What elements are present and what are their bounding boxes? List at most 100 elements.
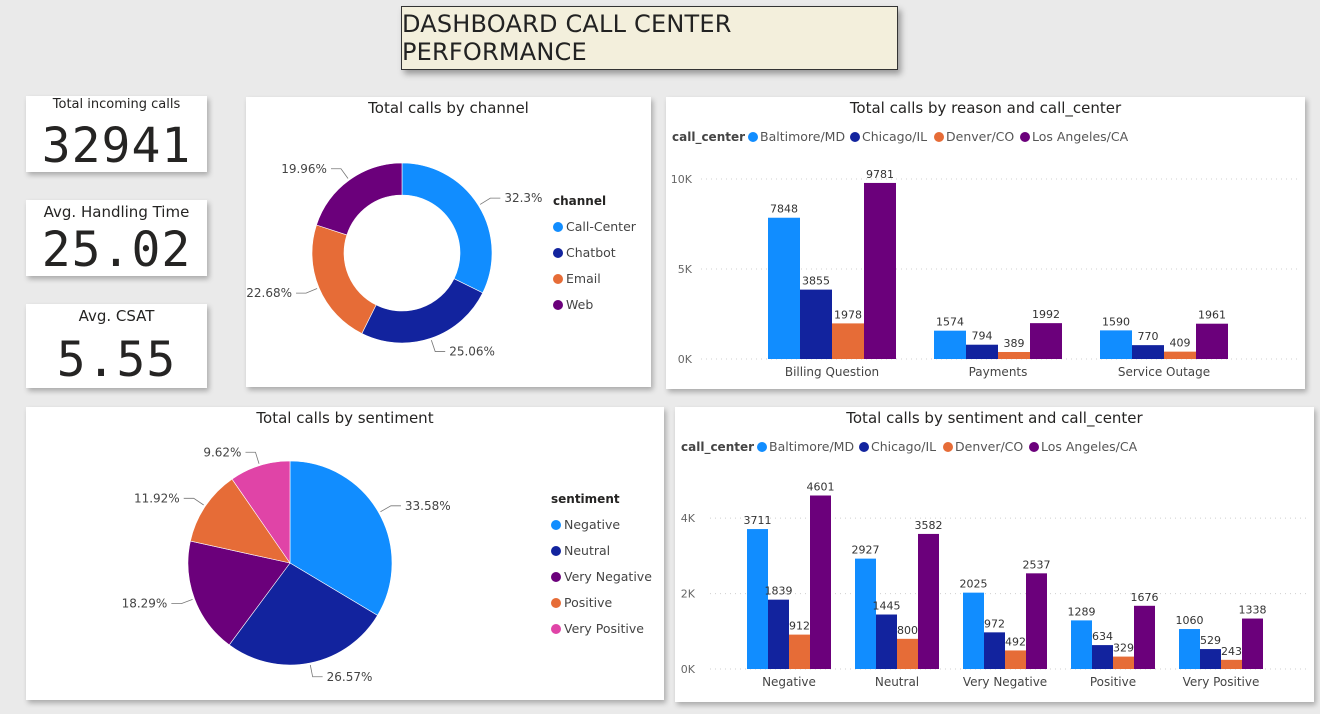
legend-marker <box>1020 132 1030 142</box>
legend-item: Call-Center <box>566 219 637 234</box>
legend-marker <box>748 132 758 142</box>
legend-item: Chatbot <box>566 245 616 260</box>
leader-line <box>296 288 318 294</box>
bar <box>876 614 897 669</box>
kpi-card-total-calls[interactable]: Total incoming calls 32941 <box>26 96 207 174</box>
kpi-card-csat[interactable]: Avg. CSAT 5.55 <box>26 304 207 388</box>
bar <box>768 217 800 359</box>
legend-marker <box>553 300 563 310</box>
bar <box>1100 330 1132 359</box>
bar <box>855 558 876 669</box>
data-label: 3855 <box>802 275 830 288</box>
bar <box>998 351 1030 359</box>
legend-item: Very Positive <box>564 621 644 636</box>
page-title: DASHBOARD CALL CENTER PERFORMANCE <box>401 6 898 70</box>
legend-item: Very Negative <box>564 569 652 584</box>
data-label: 3711 <box>744 514 772 527</box>
legend-item: Web <box>566 297 593 312</box>
legend-item: Baltimore/MD <box>769 439 854 454</box>
y-tick-label: 0K <box>681 663 696 676</box>
bar <box>934 330 966 359</box>
slice-label: 32.3% <box>504 191 542 205</box>
bar <box>768 599 789 669</box>
legend-marker <box>934 132 944 142</box>
data-label: 2025 <box>960 578 988 591</box>
bar <box>897 638 918 669</box>
legend-marker <box>1029 442 1039 452</box>
bar <box>1026 573 1047 669</box>
y-tick-label: 5K <box>678 263 693 276</box>
legend-item: Chicago/IL <box>871 439 936 454</box>
data-label: 972 <box>984 617 1005 630</box>
bar <box>789 634 810 669</box>
pie-slice <box>187 540 291 646</box>
bar <box>1242 618 1263 669</box>
legend-title: call_center <box>681 440 754 455</box>
data-label: 409 <box>1170 337 1191 350</box>
data-label: 329 <box>1113 642 1134 655</box>
bar <box>1132 345 1164 359</box>
slice-label: 26.57% <box>327 670 373 684</box>
pie-slice <box>401 162 493 294</box>
slice-label: 9.62% <box>203 445 241 459</box>
y-tick-label: 10K <box>671 173 693 186</box>
legend-marker <box>551 572 561 582</box>
legend-item: Negative <box>564 517 620 532</box>
slice-label: 22.68% <box>246 286 292 300</box>
visual-title: Total calls by channel <box>368 99 529 117</box>
bar <box>1005 650 1026 669</box>
bar <box>1030 323 1062 359</box>
data-label: 1574 <box>936 316 964 329</box>
data-label: 1590 <box>1102 315 1130 328</box>
leader-line <box>479 197 501 205</box>
legend-marker <box>551 624 561 634</box>
data-label: 4601 <box>807 481 835 494</box>
legend-marker <box>943 442 953 452</box>
bar <box>1113 656 1134 669</box>
data-label: 529 <box>1200 634 1221 647</box>
legend-item: Neutral <box>564 543 610 558</box>
bar <box>1071 620 1092 669</box>
channel-donut-visual[interactable]: Total calls by channel 32.3% 25.06% 22.68%… <box>246 97 651 387</box>
bar <box>1164 351 1196 359</box>
bar <box>918 533 939 669</box>
legend-marker <box>859 442 869 452</box>
bar <box>747 529 768 669</box>
y-tick-label: 0K <box>678 353 693 366</box>
bar <box>1200 649 1221 669</box>
data-label: 2537 <box>1023 558 1051 571</box>
data-label: 3582 <box>915 519 943 532</box>
data-label: 1992 <box>1032 308 1060 321</box>
legend-title: channel <box>553 194 606 208</box>
slice-label: 18.29% <box>122 597 168 611</box>
slice-label: 33.58% <box>405 499 451 513</box>
data-label: 1961 <box>1198 309 1226 322</box>
sentiment-bar-visual[interactable]: Total calls by sentiment and call_center… <box>675 407 1314 702</box>
kpi-card-handling-time[interactable]: Avg. Handling Time 25.02 <box>26 200 207 278</box>
legend-item: Email <box>566 271 601 286</box>
sentiment-pie-visual[interactable]: Total calls by sentiment 33.58% 26.57% 18.… <box>26 407 664 700</box>
pie-slice <box>316 162 403 236</box>
bar <box>984 632 1005 669</box>
bar <box>864 182 896 359</box>
reason-bar-visual[interactable]: Total calls by reason and call_center ca… <box>666 97 1305 389</box>
legend-marker <box>551 520 561 530</box>
data-label: 1289 <box>1068 605 1096 618</box>
leader-line <box>309 664 323 678</box>
data-label: 1445 <box>873 600 901 613</box>
bar <box>800 289 832 359</box>
legend-item: Los Angeles/CA <box>1032 129 1129 144</box>
legend-title: sentiment <box>551 492 620 506</box>
kpi-value: 32941 <box>41 118 192 174</box>
pie-slice <box>228 562 378 666</box>
leader-line <box>430 340 446 352</box>
kpi-value: 5.55 <box>56 332 177 388</box>
data-label: 1978 <box>834 308 862 321</box>
data-label: 634 <box>1092 630 1113 643</box>
visual-title: Total calls by sentiment and call_center <box>846 409 1143 427</box>
kpi-label: Avg. Handling Time <box>43 203 190 221</box>
x-tick-label: Negative <box>762 675 816 689</box>
legend-marker <box>553 274 563 284</box>
legend-marker <box>551 546 561 556</box>
x-tick-label: Very Negative <box>963 675 1047 689</box>
